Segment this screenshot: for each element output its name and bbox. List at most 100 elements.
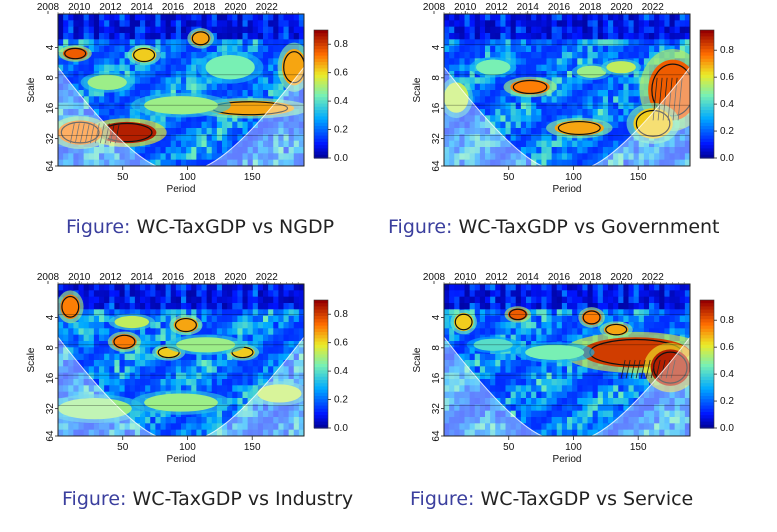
heatmap-cell [506,328,512,335]
heatmap-cell [629,27,635,34]
heatmap-cell [94,46,100,53]
heatmap-cell [552,398,558,405]
heatmap-cell [521,128,527,135]
heatmap-cell [227,27,233,34]
heatmap-cell [155,33,161,40]
heatmap-cell [212,303,218,310]
heatmap-cell [222,366,228,373]
heatmap-cell [608,109,614,116]
heatmap-cell [511,33,517,40]
heatmap-cell [613,303,619,310]
top-axis-label: 2014 [517,2,540,13]
heatmap-cell [217,360,223,367]
heatmap-cell [465,33,471,40]
heatmap-cell [268,90,274,97]
heatmap-cell [207,14,213,21]
power-blob [132,47,157,62]
heatmap-cell [654,297,660,304]
heatmap-cell [191,84,197,91]
heatmap-cell [454,39,460,46]
heatmap-cell [577,58,583,65]
heatmap-cell [552,33,558,40]
heatmap-cell [511,366,517,373]
heatmap-cell [567,316,573,323]
heatmap-cell [232,385,238,392]
heatmap-cell [536,385,542,392]
heatmap-cell [227,309,233,316]
top-axis-label: 2020 [610,2,633,13]
heatmap-cell [237,379,243,386]
heatmap-cell [552,46,558,53]
heatmap-cell [222,39,228,46]
heatmap-cell [572,27,578,34]
heatmap-cell [572,290,578,297]
heatmap-cell [191,360,197,367]
heatmap-cell [531,373,537,380]
heatmap-cell [500,20,506,27]
heatmap-cell [608,284,614,291]
heatmap-cell [263,27,269,34]
heatmap-cell [500,290,506,297]
heatmap-cell [130,360,136,367]
heatmap-cell [593,109,599,116]
heatmap-cell [664,39,670,46]
heatmap-cell [659,284,665,291]
heatmap-cell [526,328,532,335]
heatmap-cell [232,322,238,329]
heatmap-cell [227,90,233,97]
heatmap-cell [166,360,172,367]
heatmap-cell [186,65,192,72]
heatmap-cell [608,96,614,103]
heatmap-cell [263,354,269,361]
heatmap-cell [268,316,274,323]
heatmap-cell [166,309,172,316]
heatmap-cell [547,290,553,297]
heatmap-cell [562,58,568,65]
heatmap-cell [120,373,126,380]
heatmap-cell [202,297,208,304]
heatmap-cell [465,65,471,72]
heatmap-cell [145,153,151,160]
heatmap-cell [202,128,208,135]
heatmap-cell [99,65,105,72]
heatmap-cell [598,379,604,386]
heatmap-cell [480,360,486,367]
heatmap-cell [171,284,177,291]
heatmap-cell [161,284,167,291]
heatmap-cell [659,309,665,316]
top-axis-label: 2012 [485,2,508,13]
heatmap-cell [680,14,686,21]
heatmap-cell [618,392,624,399]
heatmap-cell [654,309,660,316]
heatmap-cell [258,14,264,21]
heatmap-cell [572,303,578,310]
heatmap-cell [567,379,573,386]
heatmap-cell [114,284,120,291]
heatmap-cell [150,71,156,78]
heatmap-cell [634,322,640,329]
heatmap-cell [675,14,681,21]
heatmap-cell [639,297,645,304]
heatmap-cell [639,303,645,310]
heatmap-cell [289,290,295,297]
heatmap-cell [541,109,547,116]
heatmap-cell [516,14,522,21]
heatmap-cell [485,309,491,316]
heatmap-cell [567,52,573,59]
heatmap-cell [526,109,532,116]
heatmap-cell [531,65,537,72]
heatmap-cell [289,284,295,291]
heatmap-cell [253,20,259,27]
heatmap-cell [181,58,187,65]
heatmap-cell [263,52,269,59]
heatmap-cell [232,398,238,405]
power-blob [191,31,211,46]
heatmap-cell [613,297,619,304]
heatmap-cell [634,84,640,91]
power-blob [115,316,149,328]
heatmap-cell [217,297,223,304]
heatmap-cell [526,96,532,103]
heatmap-cell [552,373,558,380]
heatmap-cell [273,46,279,53]
heatmap-cell [577,33,583,40]
